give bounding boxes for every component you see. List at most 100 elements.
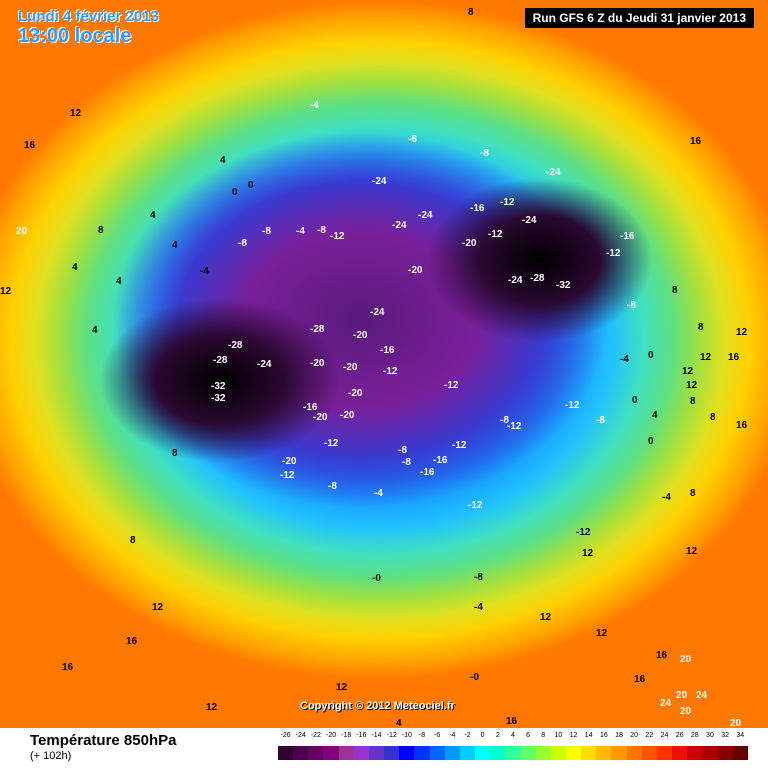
scale-tick: -8 — [418, 732, 426, 739]
scale-swatch — [368, 746, 385, 760]
isotherm-label: 16 — [126, 636, 138, 647]
isotherm-label: 4 — [92, 325, 98, 336]
scale-tick: 14 — [584, 732, 593, 739]
isotherm-label: -8 — [596, 415, 605, 426]
isotherm-label: -24 — [546, 167, 561, 178]
scale-tick: 8 — [541, 732, 546, 739]
scale-tick: -14 — [371, 732, 382, 739]
scale-tick: -10 — [401, 732, 412, 739]
isotherm-label: -16 — [620, 231, 635, 242]
isotherm-label: -12 — [383, 366, 398, 377]
isotherm-label: 4 — [72, 262, 78, 273]
scale-swatch — [353, 746, 369, 760]
isotherm-label: -4 — [200, 266, 209, 277]
isotherm-label: -0 — [372, 573, 381, 584]
scale-swatch — [384, 746, 400, 760]
scale-swatch — [732, 746, 748, 760]
isotherm-label: 4 — [220, 155, 226, 166]
forecast-offset: (+ 102h) — [30, 750, 72, 762]
isotherm-label: -20 — [340, 410, 355, 421]
isotherm-label: 8 — [690, 396, 696, 407]
isotherm-label: 20 — [676, 690, 688, 701]
legend-footer: Température 850hPa (+ 102h) -26 -24 -22 -20… — [0, 728, 768, 768]
scale-swatches — [278, 746, 748, 760]
isotherm-label: -4 — [662, 492, 671, 503]
isotherm-label: -24 — [508, 275, 523, 286]
isotherm-label: -16 — [470, 203, 485, 214]
scale-swatch — [702, 746, 718, 760]
isotherm-label: 8 — [710, 412, 716, 423]
scale-swatch — [611, 746, 627, 760]
isotherm-label: -4 — [474, 602, 483, 613]
scale-tick: 20 — [630, 732, 639, 739]
scale-tick: 16 — [599, 732, 608, 739]
scale-swatch — [414, 746, 430, 760]
scale-tick: 6 — [526, 732, 531, 739]
isotherm-label: -28 — [213, 355, 228, 366]
isotherm-label: -24 — [392, 220, 407, 231]
isotherm-label: 12 — [686, 546, 698, 557]
scale-swatch — [656, 746, 673, 760]
scale-swatch — [475, 746, 491, 760]
isotherm-label: -12 — [324, 438, 339, 449]
scale-tick: 12 — [569, 732, 578, 739]
isotherm-label: -8 — [627, 300, 636, 311]
isotherm-label: -12 — [452, 440, 467, 451]
scale-tick: 22 — [645, 732, 654, 739]
isotherm-label: -8 — [402, 457, 411, 468]
isotherm-label: -16 — [420, 467, 435, 478]
isotherm-label: 12 — [540, 612, 552, 623]
isotherm-label: 4 — [150, 210, 156, 221]
isotherm-label: -8 — [317, 225, 326, 236]
isotherm-label: -20 — [348, 388, 363, 399]
isotherm-label: 16 — [690, 136, 702, 147]
scale-swatch — [308, 746, 324, 760]
scale-swatch — [490, 746, 506, 760]
isotherm-label: -8 — [480, 148, 489, 159]
scale-tick: -20 — [325, 732, 337, 739]
scale-swatch — [429, 746, 445, 760]
scale-swatch — [535, 746, 551, 760]
isotherm-label: 8 — [468, 7, 474, 18]
isotherm-label: 8 — [672, 285, 678, 296]
scale-tick: -4 — [449, 732, 456, 739]
isotherm-label: -12 — [280, 470, 295, 481]
map-title: Température 850hPa — [30, 732, 177, 749]
isotherm-label: 12 — [152, 602, 164, 613]
isotherm-label: 0 — [632, 395, 638, 406]
isotherm-label: 20 — [16, 226, 28, 237]
isotherm-label: 16 — [634, 674, 646, 685]
scale-swatch — [581, 746, 597, 760]
scale-swatch — [338, 746, 354, 760]
isotherm-label: -16 — [433, 455, 448, 466]
scale-swatch — [550, 746, 566, 760]
isotherm-label: 8 — [698, 322, 704, 333]
scale-tick: 4 — [510, 732, 515, 739]
isotherm-label: -20 — [310, 358, 325, 369]
copyright: Copyright © 2012 Meteociel.fr — [300, 700, 455, 712]
isotherm-label: 16 — [62, 662, 74, 673]
isotherm-label: 16 — [24, 140, 36, 151]
scale-tick: 34 — [736, 732, 745, 739]
scale-tick: 0 — [480, 732, 485, 739]
isotherm-label: -8 — [262, 226, 271, 237]
temperature-map: Lundi 4 février 2013 13:00 locale Run GF… — [0, 0, 768, 728]
isotherm-label: -24 — [522, 215, 537, 226]
scale-tick: -18 — [341, 732, 352, 739]
isotherm-label: -24 — [372, 176, 387, 187]
scale-tick: -24 — [295, 732, 306, 739]
isotherm-label: -28 — [228, 340, 243, 351]
isotherm-label: -12 — [507, 421, 522, 432]
scale-tick: 2 — [495, 732, 500, 739]
isotherm-label: -4 — [310, 100, 319, 111]
run-banner: Run GFS 6 Z du Jeudi 31 janvier 2013 — [524, 8, 754, 28]
isotherm-label: 16 — [656, 650, 668, 661]
isotherm-label: 16 — [728, 352, 740, 363]
isotherm-label: -20 — [462, 238, 477, 249]
scale-swatch — [399, 746, 415, 760]
isotherm-label: -12 — [576, 527, 591, 538]
isotherm-label: -28 — [310, 324, 325, 335]
isotherm-label: -12 — [500, 197, 515, 208]
isotherm-label: -24 — [257, 359, 272, 370]
scale-tick: -16 — [356, 732, 367, 739]
